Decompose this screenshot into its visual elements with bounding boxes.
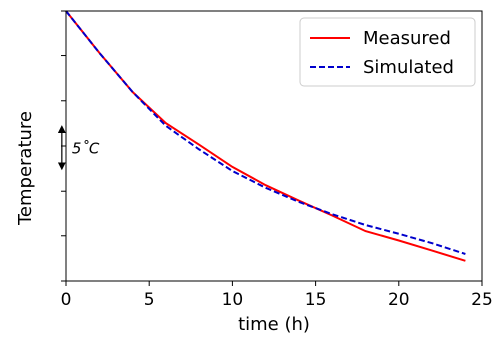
x-tick-label: 15 <box>305 290 327 310</box>
x-tick-label: 25 <box>471 290 493 310</box>
series-line-simulated <box>65 10 466 255</box>
x-axis-label: time (h) <box>238 314 310 335</box>
plot-frame <box>65 10 483 282</box>
legend-label-simulated: Simulated <box>363 57 454 78</box>
legend: Measured Simulated <box>299 17 476 87</box>
series-layer <box>65 10 466 262</box>
x-tick-label: 0 <box>61 290 72 310</box>
legend-box <box>299 17 476 87</box>
x-ticks: 0 5 10 15 20 25 <box>61 281 493 310</box>
x-tick-label: 5 <box>144 290 155 310</box>
scale-annotation-label: 5˚C <box>72 140 100 158</box>
legend-label-measured: Measured <box>363 28 451 49</box>
y-axis-label: Temperature <box>15 111 36 226</box>
scale-annotation: 5˚C <box>57 125 100 171</box>
x-tick-label: 10 <box>222 290 244 310</box>
x-tick-label: 20 <box>388 290 410 310</box>
